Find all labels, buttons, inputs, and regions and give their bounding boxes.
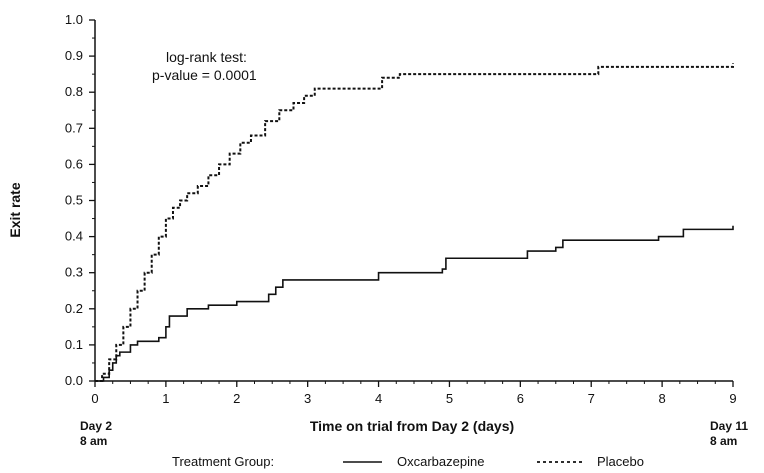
series-layer [95, 63, 734, 382]
y-tick-label: 0.4 [65, 229, 83, 244]
x-end-label-line2: 8 am [710, 434, 737, 448]
y-tick-label: 0.6 [65, 156, 83, 171]
annotation-line2: p-value = 0.0001 [152, 67, 257, 83]
x-tick-label: 1 [162, 391, 169, 406]
y-tick-label: 0.5 [65, 193, 83, 208]
x-axis: 0 1 2 3 4 5 6 7 8 9 [91, 380, 737, 406]
y-tick-label: 0.1 [65, 337, 83, 352]
x-tick-label: 9 [729, 391, 736, 406]
x-end-label-line1: Day 11 [710, 419, 748, 433]
legend-label-oxcarbazepine: Oxcarbazepine [397, 454, 484, 469]
y-tick-label: 0.0 [65, 373, 83, 388]
y-tick-label: 1.0 [65, 12, 83, 27]
x-tick-label: 8 [658, 391, 665, 406]
y-tick-label: 0.2 [65, 301, 83, 316]
y-axis: 0.0 0.1 0.2 0.3 0.4 0.5 0.6 0.7 0.8 0.9 1.0 [65, 12, 96, 388]
x-tick-label: 3 [304, 391, 311, 406]
legend: Treatment Group: Oxcarbazepine Placebo [172, 454, 644, 469]
y-tick-label: 0.9 [65, 48, 83, 63]
x-tick-label: 7 [588, 391, 595, 406]
series-line-placebo [95, 63, 734, 382]
y-axis-title: Exit rate [7, 182, 23, 237]
series-line-oxcarbazepine [95, 225, 734, 382]
x-start-label-line1: Day 2 [80, 419, 112, 433]
x-tick-label: 6 [517, 391, 524, 406]
x-tick-label: 0 [91, 391, 98, 406]
x-tick-label: 2 [233, 391, 240, 406]
legend-title: Treatment Group: [172, 454, 274, 469]
annotation-line1: log-rank test: [166, 49, 247, 65]
x-tick-label: 5 [446, 391, 453, 406]
y-tick-label: 0.3 [65, 265, 83, 280]
y-tick-label: 0.8 [65, 84, 83, 99]
x-axis-title: Time on trial from Day 2 (days) [310, 418, 514, 434]
y-tick-label: 0.7 [65, 120, 83, 135]
legend-label-placebo: Placebo [597, 454, 644, 469]
x-start-label-line2: 8 am [80, 434, 107, 448]
x-tick-label: 4 [375, 391, 382, 406]
